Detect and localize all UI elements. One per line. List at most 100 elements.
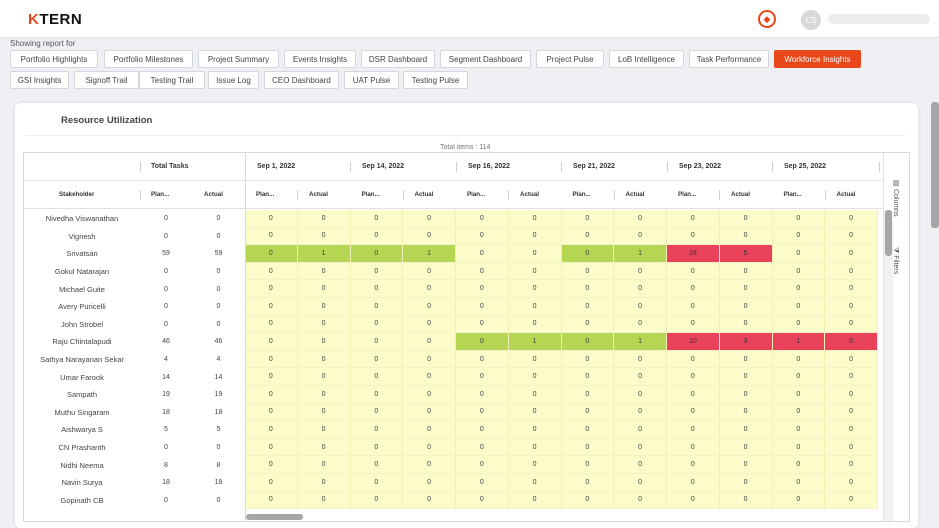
table-row[interactable]: Avery Puricelli 0 0 0 0 0 0 0 0 0 0 0 0 0 0 xyxy=(24,298,883,316)
tab-portfolio-milestones[interactable]: Portfolio Milestones xyxy=(104,50,193,68)
tab-gsi-insights[interactable]: GSI Insights xyxy=(10,71,69,89)
table-row[interactable]: CN Prashanth 0 0 0 0 0 0 0 0 0 0 0 0 0 0 xyxy=(24,438,883,457)
tab-dsr-dashboard[interactable]: DSR Dashboard xyxy=(361,50,435,68)
utilization-cell: 0 xyxy=(825,333,878,351)
header-date-group[interactable]: Sep 23, 2022 xyxy=(679,163,722,170)
header-total-tasks[interactable]: Total Tasks xyxy=(151,163,189,170)
tab-signoff-trail[interactable]: Signoff Trail xyxy=(74,71,139,89)
table-row[interactable]: Gokul Natarajan 0 0 0 0 0 0 0 0 0 0 0 0 0 0 xyxy=(24,262,883,281)
header-planned[interactable]: Plan... xyxy=(361,191,380,198)
header-stakeholder[interactable]: Stakeholder xyxy=(59,191,95,198)
column-separator[interactable] xyxy=(350,162,351,172)
tab-workforce-insights[interactable]: Workforce Insights xyxy=(774,50,861,68)
table-row[interactable]: Michael Guite 0 0 0 0 0 0 0 0 0 0 0 0 0 0 xyxy=(24,280,883,298)
header-actual[interactable]: Actual xyxy=(414,191,434,198)
header-planned[interactable]: Plan... xyxy=(467,191,486,198)
table-row[interactable]: Sampath 19 19 0 0 0 0 0 0 0 0 0 0 0 0 xyxy=(24,386,883,404)
column-separator[interactable] xyxy=(402,190,404,200)
table-row[interactable]: Nidhi Neema 8 8 0 0 0 0 0 0 0 0 0 0 0 0 xyxy=(24,456,883,474)
tab-ceo-dashboard[interactable]: CEO Dashboard xyxy=(264,71,339,89)
utilization-cell: 0 xyxy=(719,298,773,316)
avatar[interactable]: CS xyxy=(801,10,821,30)
column-separator[interactable] xyxy=(879,162,880,172)
header-actual[interactable]: Actual xyxy=(520,191,539,198)
tab-project-summary[interactable]: Project Summary xyxy=(198,50,279,68)
header-actual[interactable]: Actual xyxy=(309,191,328,198)
column-separator[interactable] xyxy=(613,190,615,200)
table-row[interactable]: John Strobel 0 0 0 0 0 0 0 0 0 0 0 0 0 0 xyxy=(24,315,883,334)
column-separator[interactable] xyxy=(719,190,720,200)
vertical-scrollbar[interactable] xyxy=(884,210,893,521)
table-row[interactable]: Navin Surya 18 18 0 0 0 0 0 0 0 0 0 0 0 0 xyxy=(24,474,883,492)
header-total-planned[interactable]: Plan... xyxy=(151,191,170,198)
tab-testing-pulse[interactable]: Testing Pulse xyxy=(403,71,468,89)
utilization-cell: 0 xyxy=(403,421,456,439)
column-separator[interactable] xyxy=(824,190,826,200)
tab-uat-pulse[interactable]: UAT Pulse xyxy=(344,71,399,89)
columns-panel-toggle[interactable]: ▥ Columns xyxy=(892,179,899,217)
header-actual[interactable]: Actual xyxy=(625,191,645,198)
total-planned-cell: 0 xyxy=(164,496,168,504)
utilization-cell: 0 xyxy=(456,262,509,281)
utilization-cell: 0 xyxy=(719,315,773,334)
header-date-group[interactable]: Sep 16, 2022 xyxy=(468,163,511,170)
filters-panel-toggle[interactable]: ⧩ Filters xyxy=(892,247,899,275)
header-date-group[interactable]: Sep 25, 2022 xyxy=(784,163,827,170)
table-row[interactable]: Srivatsan 59 59 0 1 0 1 0 0 0 1 18 5 0 0 xyxy=(24,245,883,263)
utilization-cell: 0 xyxy=(508,421,562,439)
utilization-cell: 0 xyxy=(456,438,509,457)
table-row[interactable]: Nivedha Viswanathan 0 0 0 0 0 0 0 0 0 0 0 0 0 0 xyxy=(24,210,883,228)
vertical-scrollbar-thumb[interactable] xyxy=(885,210,892,256)
tab-events-insights[interactable]: Events Insights xyxy=(284,50,356,68)
ktern-logo[interactable]: KTERN xyxy=(28,11,83,28)
utilization-cell: 0 xyxy=(456,333,509,351)
table-row[interactable]: Vignesh 0 0 0 0 0 0 0 0 0 0 0 0 0 0 xyxy=(24,227,883,246)
tab-issue-log[interactable]: Issue Log xyxy=(208,71,259,89)
tab-segment-dashboard[interactable]: Segment Dashboard xyxy=(440,50,531,68)
column-separator[interactable] xyxy=(140,190,141,200)
column-separator[interactable] xyxy=(508,190,509,200)
tab-lob-intelligence[interactable]: LoB Intelligence xyxy=(609,50,684,68)
utilization-cell: 0 xyxy=(667,262,720,281)
header-planned[interactable]: Plan... xyxy=(572,191,591,198)
header-date-group[interactable]: Sep 14, 2022 xyxy=(362,163,405,170)
table-row[interactable]: Raju Chintalapudi 46 46 0 0 0 0 0 1 0 1 10 3 1 0 xyxy=(24,333,883,351)
tab-project-pulse[interactable]: Project Pulse xyxy=(536,50,604,68)
column-separator[interactable] xyxy=(772,162,773,172)
header-actual[interactable]: Actual xyxy=(836,191,856,198)
header-actual[interactable]: Actual xyxy=(731,191,750,198)
utilization-cell: 0 xyxy=(825,386,878,404)
column-separator[interactable] xyxy=(667,162,668,172)
utilization-cell: 0 xyxy=(561,315,615,334)
table-row[interactable]: Sathya Narayanan Sekar 4 4 0 0 0 0 0 0 0 0 0 0 0 0 xyxy=(24,350,883,369)
total-actual-cell: 0 xyxy=(216,285,221,293)
utilization-cell: 0 xyxy=(561,491,615,510)
tab-testing-trail[interactable]: Testing Trail xyxy=(139,71,205,89)
total-actual-cell: 4 xyxy=(216,356,221,364)
tab-task-performance[interactable]: Task Performance xyxy=(689,50,769,68)
utilization-cell: 0 xyxy=(719,210,773,228)
horizontal-scrollbar-thumb[interactable] xyxy=(246,514,303,520)
notification-icon[interactable]: ◆ xyxy=(758,10,776,28)
column-separator[interactable] xyxy=(456,162,457,172)
table-row[interactable]: Gopinath CB 0 0 0 0 0 0 0 0 0 0 0 0 0 0 xyxy=(24,491,883,510)
table-row[interactable]: Umar Farook 14 14 0 0 0 0 0 0 0 0 0 0 0 0 xyxy=(24,368,883,386)
header-date-group[interactable]: Sep 21, 2022 xyxy=(573,163,616,170)
column-separator[interactable] xyxy=(561,162,562,172)
header-planned[interactable]: Plan... xyxy=(783,191,802,198)
utilization-cell: 0 xyxy=(614,280,667,298)
table-row[interactable]: Muthu Singaram 18 18 0 0 0 0 0 0 0 0 0 0 0 0 xyxy=(24,403,883,422)
stakeholder-name: Sampath xyxy=(66,390,98,400)
header-total-actual[interactable]: Actual xyxy=(204,191,223,198)
page-scrollbar-thumb[interactable] xyxy=(931,102,939,228)
header-planned[interactable]: Plan... xyxy=(256,191,275,198)
column-separator[interactable] xyxy=(297,190,298,200)
header-planned[interactable]: Plan... xyxy=(678,191,697,198)
header-date-group[interactable]: Sep 1, 2022 xyxy=(257,163,296,170)
utilization-cell: 0 xyxy=(456,474,509,492)
tab-portfolio-highlights[interactable]: Portfolio Highlights xyxy=(10,50,98,68)
utilization-cell: 0 xyxy=(350,333,404,351)
column-separator[interactable] xyxy=(140,162,141,172)
grid-body[interactable]: Nivedha Viswanathan 0 0 0 0 0 0 0 0 0 0 0 0 0 0 Vignesh… xyxy=(24,210,883,512)
